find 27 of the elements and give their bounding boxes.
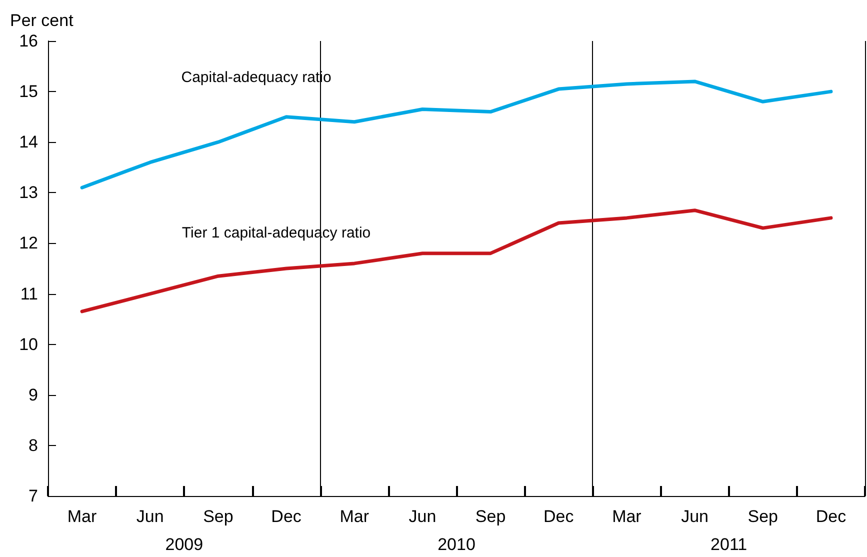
y-tick-label: 8	[28, 436, 38, 455]
text: 2010	[438, 535, 476, 554]
x-tick-label: Sep	[203, 507, 234, 526]
x-tick-label: Mar	[612, 507, 642, 526]
y-tick-label: 7	[28, 486, 38, 506]
x-tick-label: Mar	[340, 507, 370, 526]
y-tick-label: 11	[20, 284, 38, 304]
x-tick-label: Jun	[136, 507, 164, 526]
x-tick-label: Jun	[408, 507, 436, 526]
x-tick-label: Sep	[748, 507, 778, 526]
x-tick-label: Sep	[475, 507, 506, 526]
x-tick-label: Dec	[271, 507, 302, 526]
x-tick-label: Jun	[681, 507, 709, 526]
line-series	[80, 208, 833, 314]
text: 2011	[710, 535, 748, 554]
y-axis-title: Per cent	[10, 11, 74, 30]
x-tick-label: Mar	[67, 507, 98, 526]
y-tick-label: 13	[19, 183, 38, 202]
y-tick-label: 15	[19, 82, 38, 102]
x-tick-label: Dec	[816, 507, 847, 526]
y-tick-label: 12	[19, 234, 38, 253]
y-tick-label: 14	[19, 132, 38, 152]
y-tick-label: 9	[28, 385, 38, 404]
y-tick-label: 10	[19, 334, 38, 354]
y-tick-label: 16	[19, 32, 38, 50]
text: 2009	[165, 535, 204, 554]
x-tick-label: Dec	[544, 507, 574, 526]
